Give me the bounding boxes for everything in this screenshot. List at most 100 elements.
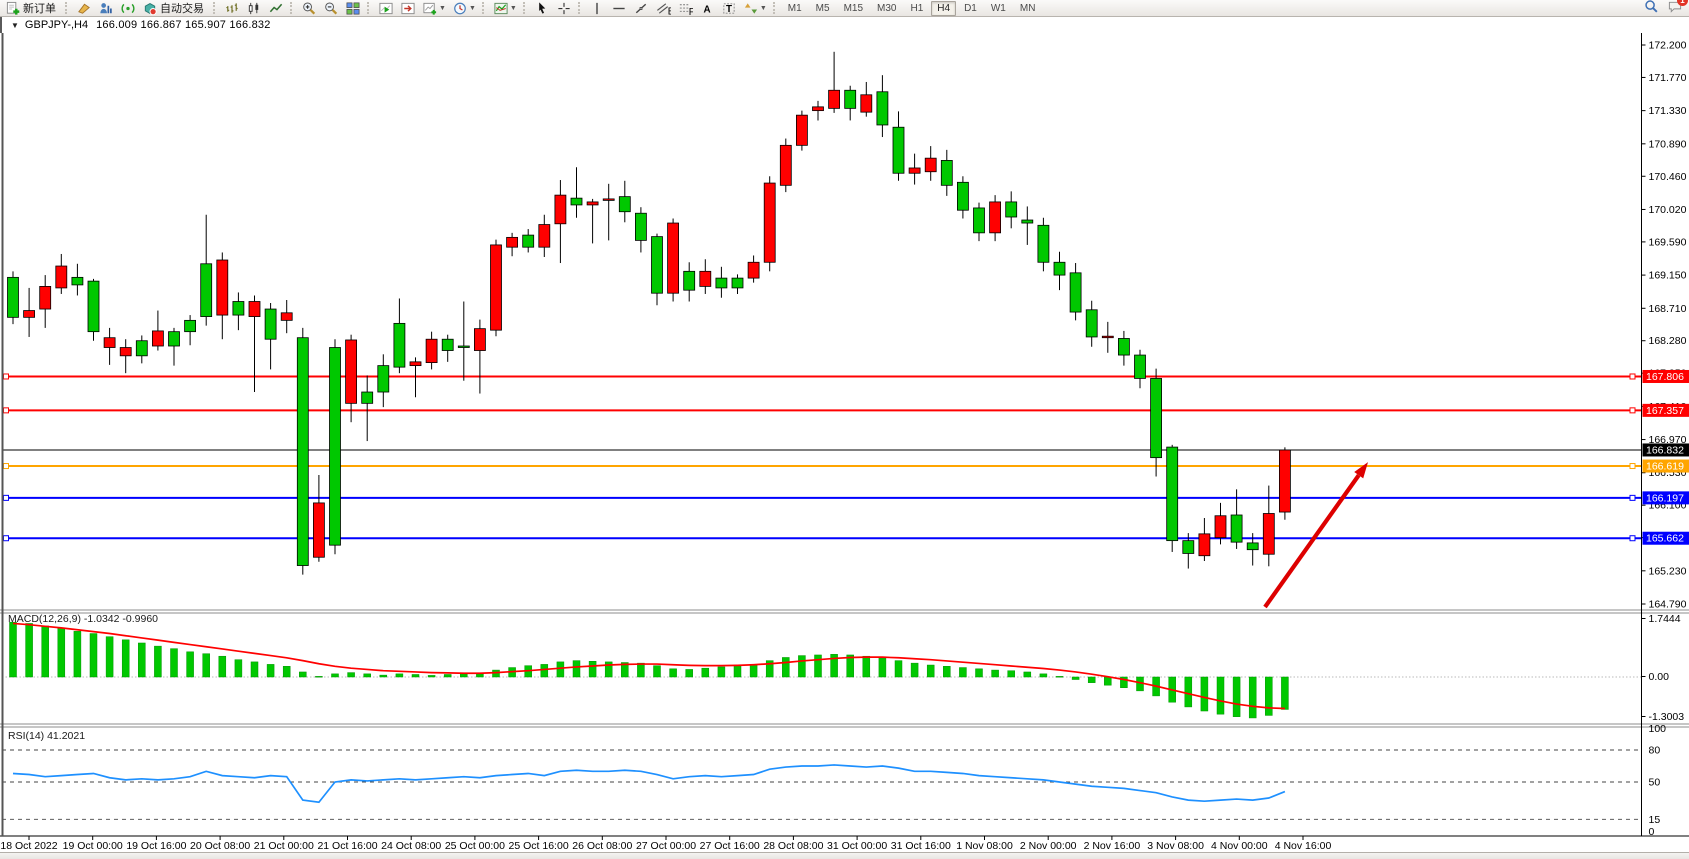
time-axis-label: 19 Oct 00:00 <box>63 840 123 852</box>
hline-167.357[interactable] <box>3 407 1642 414</box>
candlesticks <box>7 51 1291 575</box>
svg-text:E: E <box>668 6 671 15</box>
time-axis-label: 19 Oct 16:00 <box>126 840 186 852</box>
rsi-line <box>12 764 1286 804</box>
new-order-button[interactable]: 新订单 <box>2 0 62 17</box>
timeframe-button-m5[interactable]: M5 <box>815 2 830 14</box>
toolbar-button-label: 自动交易 <box>160 3 204 15</box>
chart-forward-icon <box>379 2 393 14</box>
period-clock-button[interactable]: ▼ <box>449 0 479 17</box>
shapes-icon <box>744 2 757 14</box>
hline-button[interactable] <box>608 0 630 17</box>
shapes-button[interactable]: ▼ <box>740 0 770 17</box>
toolbar-grip <box>772 2 778 14</box>
new-order-icon <box>6 1 20 15</box>
price-axis-label: 168.710 <box>1649 303 1687 315</box>
timeframe-button-m1[interactable]: M1 <box>787 2 802 14</box>
price-chart-svg[interactable]: MACD(12,26,9) -1.0342 -0.9960 RSI(14) 41.… <box>0 33 1689 852</box>
toolbar-button-label: 新订单 <box>23 3 56 15</box>
rsi-axis-label: 100 <box>1649 723 1667 735</box>
profile-button[interactable] <box>95 0 117 17</box>
time-axis-label: 4 Nov 00:00 <box>1211 840 1268 852</box>
text-label-button[interactable]: T <box>718 0 740 17</box>
timeframe-button-h1[interactable]: H1 <box>910 2 924 14</box>
toolbar-grip <box>522 2 528 14</box>
fibonacci-icon: F <box>679 3 693 16</box>
vline-button[interactable] <box>586 0 608 17</box>
chart-ohlc-values: 166.009 166.867 165.907 166.832 <box>96 19 271 31</box>
price-tag-167.806: 167.806 <box>1646 371 1684 383</box>
toolbar-grip <box>577 2 583 14</box>
new-chart-icon <box>423 2 437 15</box>
toolbar-grip <box>481 2 487 14</box>
timeframe-button-m30[interactable]: M30 <box>877 2 897 14</box>
time-axis-label: 20 Oct 08:00 <box>190 840 250 852</box>
crosshair-button[interactable] <box>553 0 575 17</box>
bar-chart-button[interactable] <box>221 0 243 17</box>
time-axis-label: 21 Oct 16:00 <box>317 840 377 852</box>
text-button[interactable]: A <box>696 0 718 17</box>
timeframe-button-d1[interactable]: D1 <box>964 2 977 14</box>
chevron-down-icon: ▼ <box>509 4 517 12</box>
price-axis-label: 165.230 <box>1649 565 1687 577</box>
candlestick-icon <box>248 2 259 14</box>
vline-icon <box>596 2 598 14</box>
time-axis-label: 24 Oct 08:00 <box>381 840 441 852</box>
timeframe-button-h4[interactable]: H4 <box>931 0 957 16</box>
chat-icon[interactable]: 1 <box>1667 0 1688 19</box>
styler-button[interactable] <box>73 0 95 17</box>
trend-arrow[interactable] <box>1263 462 1368 609</box>
rsi-pane: RSI(14) 41.2021 <box>2 730 1642 820</box>
zoom-out-button[interactable] <box>320 0 342 17</box>
cursor-icon <box>539 1 546 14</box>
cursor-button[interactable] <box>531 0 553 17</box>
time-axis-label: 25 Oct 00:00 <box>445 840 505 852</box>
text-icon: A <box>703 4 710 15</box>
chevron-down-icon: ▼ <box>759 4 767 12</box>
symbol-dropdown-icon[interactable]: ▼ <box>11 20 19 30</box>
time-axis-label: 25 Oct 16:00 <box>509 840 569 852</box>
channel-button[interactable]: E <box>652 0 674 17</box>
chart-forward-button[interactable] <box>375 0 397 17</box>
chart-area[interactable]: MACD(12,26,9) -1.0342 -0.9960 RSI(14) 41.… <box>0 33 1689 852</box>
alerts-button[interactable] <box>117 0 139 17</box>
autotrade-button[interactable]: 自动交易 <box>139 0 210 17</box>
search-icon[interactable] <box>1644 0 1659 19</box>
trendline-button[interactable] <box>630 0 652 17</box>
alerts-icon <box>121 3 135 13</box>
chevron-down-icon: ▼ <box>439 4 446 12</box>
new-chart-button[interactable]: ▼ <box>419 0 449 17</box>
notification-badge: 1 <box>1677 0 1688 6</box>
price-tag-166.197: 166.197 <box>1646 492 1684 504</box>
time-axis-label: 2 Nov 16:00 <box>1084 840 1141 852</box>
styler-icon <box>78 3 90 14</box>
timeframe-bar: M1 M5 M15 M30 H1 H4 D1 W1 MN <box>781 0 1043 16</box>
price-tag-166.832: 166.832 <box>1646 444 1684 456</box>
indicators-button[interactable]: ▼ <box>490 0 520 17</box>
chevron-down-icon: ▼ <box>468 4 476 12</box>
time-axis-label: 18 Oct 2022 <box>0 840 57 852</box>
hline-165.662[interactable] <box>3 535 1642 542</box>
line-chart-button[interactable] <box>265 0 287 17</box>
timeframe-button-w1[interactable]: W1 <box>990 2 1006 14</box>
time-axis[interactable]: 18 Oct 2022 19 Oct 00:00 19 Oct 16:00 20 Oc… <box>0 836 1331 852</box>
zoom-in-button[interactable] <box>298 0 320 17</box>
channel-icon: E <box>656 2 671 16</box>
chart-shift-button[interactable] <box>397 0 419 17</box>
time-axis-label: 2 Nov 00:00 <box>1020 840 1077 852</box>
zoom-out-icon <box>325 2 338 14</box>
time-axis-label: 27 Oct 00:00 <box>636 840 696 852</box>
horizontal-lines[interactable] <box>3 373 1642 542</box>
status-bar <box>0 852 1689 859</box>
hline-166.197[interactable] <box>3 494 1642 501</box>
indicators-icon <box>494 2 508 14</box>
timeframe-button-m15[interactable]: M15 <box>843 2 864 14</box>
candlestick-button[interactable] <box>243 0 265 17</box>
macd-pane: MACD(12,26,9) -1.0342 -0.9960 <box>2 613 1642 719</box>
price-axis-label: 168.280 <box>1649 335 1687 347</box>
tile-windows-button[interactable] <box>342 0 364 17</box>
timeframe-button-mn[interactable]: MN <box>1019 2 1036 14</box>
rsi-axis-label: 50 <box>1649 777 1661 789</box>
fibonacci-button[interactable]: F <box>674 0 696 17</box>
